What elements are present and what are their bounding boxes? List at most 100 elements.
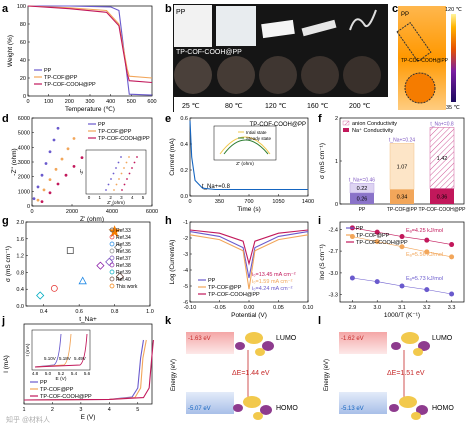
chart-e-series-line: [189, 120, 308, 191]
chart-h-xtick: -0.10: [184, 305, 197, 311]
chart-d-ylabel: -Z'' (ohm): [11, 148, 18, 175]
chart-j-inset-xtick: 5.6: [84, 371, 91, 376]
chart-h-legend-item: PP: [208, 278, 216, 284]
panel-k-energy: Energy (eV) -1.63 eV -5.07 eV LUMO HOMO …: [171, 332, 298, 420]
chart-d-inset-point: [123, 167, 125, 169]
chart-d-ytick: 6000: [18, 116, 30, 122]
chart-a-ytick: 20: [20, 76, 26, 82]
chart-f-category: TP-COF@PP: [387, 207, 418, 213]
chart-d-point: [36, 198, 40, 202]
chart-d-inset-point: [125, 161, 128, 164]
chart-d-inset-xtick: 0: [88, 195, 91, 200]
chart-e-ytick: 0.2: [180, 168, 188, 174]
chart-a-series-line: [27, 5, 153, 79]
chart-i-xtick: 2.9: [349, 305, 357, 311]
chart-g-point: [66, 247, 74, 254]
panel-letter-i: i: [318, 215, 321, 227]
chart-d-ytick: 1000: [18, 189, 30, 195]
k-lumo-val: -1.63 eV: [188, 336, 211, 342]
chart-j-inset-ylabel: I (mA): [25, 343, 31, 356]
panel-letter-f: f: [318, 113, 322, 125]
chart-h-annotation: i₀=4.24 mA cm⁻²: [252, 286, 293, 292]
chart-g-ytick: 2.0: [16, 220, 24, 226]
chart-i-annotation: Eₐ=5.73 kJ/mol: [406, 276, 443, 282]
chart-g-point: [96, 261, 105, 270]
chart-j-legend-item: TP-COF-COOH@PP: [40, 394, 92, 400]
chart-j-xtick: 2: [51, 407, 54, 413]
chart-d-inset-point: [115, 167, 117, 169]
chart-i-ytick: -3.3: [329, 293, 338, 299]
chart-j-inset-label: 5.18V: [59, 356, 71, 361]
chart-d-inset-point: [112, 172, 115, 175]
chart-a-xtick: 200: [65, 99, 74, 105]
chart-f-bar-anion: [389, 143, 415, 190]
chart-d-inset-xlabel: Z' (ohm): [107, 200, 125, 206]
chart-i-ylabel: lnσ (S cm⁻¹): [319, 244, 326, 280]
chart-f-ytick: 0: [335, 202, 338, 208]
chart-g-point: [105, 257, 114, 267]
chart-j-inset-xlabel: E (V): [56, 376, 67, 382]
chart-a-legend-item: PP: [44, 68, 52, 74]
chart-a-ytick: 100: [17, 4, 26, 10]
chart-h-legend-item: TP-COF-COOH@PP: [208, 292, 260, 298]
chart-e-inset-xlabel: Z' (ohm): [236, 161, 254, 167]
chart-d-ytick: 4000: [18, 145, 30, 151]
chart-i-annotation: Eₐ=4.25 kJ/mol: [406, 228, 443, 234]
chart-e-inset-legend: Steady state: [246, 136, 272, 141]
chart-a-ytick: 60: [20, 40, 26, 46]
chart-e-ytick: 0.0: [180, 194, 188, 200]
chart-d-inset-point: [133, 161, 136, 164]
panel-letter-d: d: [2, 113, 9, 125]
chart-d-point: [36, 185, 40, 189]
chart-g-xlabel: t_Na+: [79, 316, 97, 323]
chart-d-point: [72, 165, 76, 168]
chart-a-xtick: 300: [85, 99, 94, 105]
chart-d-inset-point: [117, 161, 120, 164]
chart-a-ytick: 40: [20, 58, 26, 64]
chart-i-xlabel: 1000/T (K⁻¹): [384, 312, 420, 319]
chart-a-ytick: 80: [20, 22, 26, 28]
chart-a-ylabel: Weight (%): [7, 35, 14, 67]
chart-g-ytick: 1.2: [16, 254, 24, 260]
chart-g-legend-item: This work: [116, 284, 138, 290]
chart-d-inset-point: [105, 189, 107, 191]
thermal-scale-min: 35 ℃: [446, 105, 461, 111]
chart-d-xtick: 4000: [106, 209, 118, 215]
chart-g-xtick: 0.4: [40, 309, 48, 315]
chart-g-legend-item: Ref.36: [116, 249, 131, 255]
chart-i-fit-line: [352, 277, 452, 295]
chart-g-legend-item: Ref.35: [116, 242, 131, 248]
chart-g-xtick: 0.8: [111, 309, 119, 315]
chart-j-inset-xtick: 5.0: [45, 371, 52, 376]
chart-e-xtick: 0: [188, 199, 191, 205]
k-homo-val: -5.07 eV: [188, 406, 211, 412]
chart-d-point: [48, 150, 52, 154]
l-lumo-label: LUMO: [432, 335, 453, 342]
chart-d-point: [40, 200, 44, 204]
chart-f-value-label: 0.36: [437, 194, 448, 200]
chart-i-ytick: -2.7: [329, 249, 338, 255]
chart-f-legend-item: Na⁺ Conductivity: [352, 127, 394, 134]
chart-i-xtick: 3.3: [448, 305, 456, 311]
chart-d-inset-xtick: 1: [99, 195, 102, 200]
chart-f-ytick: 2: [335, 116, 338, 122]
l-homo-val: -5.13 eV: [341, 406, 364, 412]
chart-d-point: [60, 157, 64, 161]
chart-i-annotation: Eₐ=5.56 kJ/mol: [406, 252, 443, 258]
chart-g-point: [36, 291, 45, 300]
chart-h-annotation: i₀=13.45 mA cm⁻²: [252, 272, 296, 278]
chart-f-category: PP: [359, 207, 366, 213]
chart-h-ytick: -1: [183, 220, 188, 226]
chart-j-series-line: [23, 339, 154, 401]
chart-e-title: TP-COF-COOH@PP: [250, 122, 306, 128]
chart-h-xlabel: Potential (V): [231, 312, 267, 319]
k-molecule-lumo-icon: [235, 332, 274, 356]
chart-f-bar-anion: [429, 127, 455, 189]
photo-label-cooh: TP-COF-COOH@PP: [176, 49, 242, 56]
chart-d-inset-xtick: 2: [109, 195, 112, 200]
chart-j-legend-item: PP: [40, 380, 48, 386]
chart-e-inset-legend: Intial state: [246, 130, 267, 135]
chart-d-point: [48, 178, 52, 182]
chart-f-ytick: 1: [335, 159, 338, 165]
